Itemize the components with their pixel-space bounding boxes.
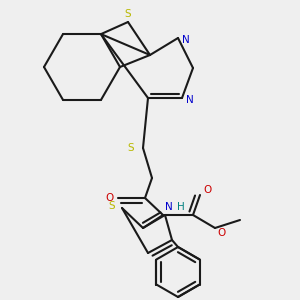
Text: N: N bbox=[186, 95, 194, 105]
Text: O: O bbox=[105, 193, 113, 203]
Text: O: O bbox=[203, 185, 211, 195]
Text: N: N bbox=[182, 35, 190, 45]
Text: H: H bbox=[177, 202, 185, 212]
Text: S: S bbox=[128, 143, 134, 153]
Text: O: O bbox=[218, 228, 226, 238]
Text: S: S bbox=[109, 201, 115, 211]
Text: N: N bbox=[165, 202, 173, 212]
Text: S: S bbox=[125, 9, 131, 19]
